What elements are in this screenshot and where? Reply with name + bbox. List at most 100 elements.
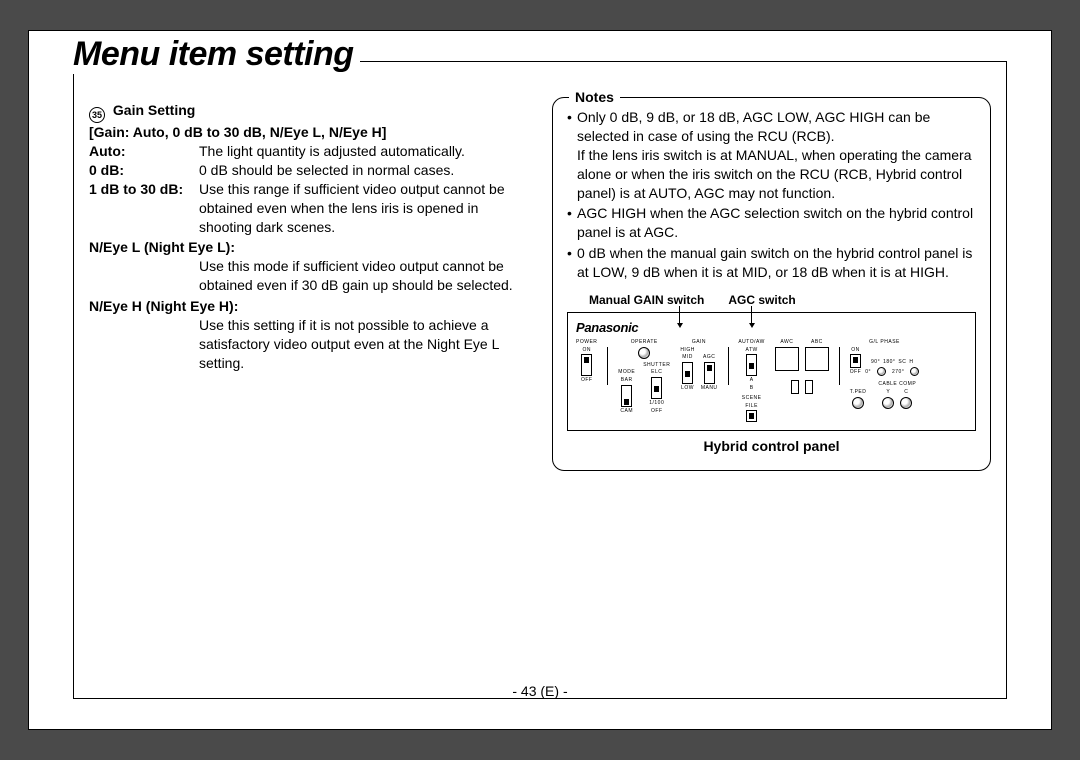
lbl-0: 0° <box>865 369 871 376</box>
y-knob <box>882 397 894 409</box>
neye-l-desc: Use this mode if sufficient video output… <box>89 257 528 295</box>
gain-heading-line: 35 Gain Setting <box>89 101 528 123</box>
awc-abc-group: AWC ABC <box>775 339 829 394</box>
lbl-high: HIGH <box>680 347 695 354</box>
lbl-on2: ON <box>851 347 860 354</box>
lbl-glphase: G/L PHASE <box>869 339 900 346</box>
slider-1 <box>791 380 799 394</box>
panel-caption: Hybrid control panel <box>567 437 976 456</box>
c-knob <box>900 397 912 409</box>
notes-legend: Notes <box>569 88 620 107</box>
lbl-a: A <box>750 377 754 384</box>
page-number: - 43 (E) - <box>29 683 1051 699</box>
note-3: • 0 dB when the manual gain switch on th… <box>567 244 976 282</box>
lbl-operate: OPERATE <box>631 339 658 346</box>
lbl-elc: ELC <box>651 369 662 376</box>
lbl-step: 1/100 <box>649 400 664 407</box>
power-switch <box>581 354 592 376</box>
gain-group: GAIN HIGH MID LOW AGC MANU <box>680 339 717 392</box>
note-1: • Only 0 dB, 9 dB, or 18 dB, AGC LOW, AG… <box>567 108 976 202</box>
awc-button <box>775 347 799 371</box>
content-area: 35 Gain Setting [Gain: Auto, 0 dB to 30 … <box>89 101 991 673</box>
note-3-text: 0 dB when the manual gain switch on the … <box>577 244 976 282</box>
note-2-text: AGC HIGH when the AGC selection switch o… <box>577 204 976 242</box>
separator <box>607 347 608 385</box>
lbl-awc: AWC <box>780 339 793 346</box>
label-auto: Auto: <box>89 142 199 161</box>
lbl-180: 180° <box>883 359 895 366</box>
brand-logo: Panasonic <box>576 319 967 337</box>
panel-controls: POWER ON OFF OPERATE <box>576 339 967 423</box>
autoaw-group: AUTO/AW ATW A B SCENE FILE <box>738 339 765 423</box>
manual-gain-label: Manual GAIN switch <box>589 292 704 308</box>
slider-2 <box>805 380 813 394</box>
abc-button <box>805 347 829 371</box>
neye-h-label: N/Eye H (Night Eye H): <box>89 297 528 316</box>
hybrid-panel-diagram: Panasonic POWER ON OFF <box>567 312 976 431</box>
lbl-power: POWER <box>576 339 597 346</box>
lbl-scene: SCENE <box>742 395 762 402</box>
lbl-off3: OFF <box>850 369 862 376</box>
desc-auto: The light quantity is adjusted automatic… <box>199 142 528 161</box>
lbl-h: H <box>909 359 913 366</box>
lbl-gain: GAIN <box>692 339 706 346</box>
scene-switch <box>746 410 757 422</box>
left-column: 35 Gain Setting [Gain: Auto, 0 dB to 30 … <box>89 101 528 673</box>
agc-switch <box>704 362 715 384</box>
page-title: Menu item setting <box>73 35 360 74</box>
lbl-cam: CAM <box>620 408 633 415</box>
gain-heading: Gain Setting <box>113 102 195 118</box>
mode-switch <box>621 385 632 407</box>
operate-knob <box>638 347 650 359</box>
lbl-270: 270° <box>892 369 904 376</box>
lbl-b: B <box>750 385 754 392</box>
note-bullet: • <box>567 108 577 202</box>
label-0db: 0 dB: <box>89 161 199 180</box>
item-number-bullet: 35 <box>89 107 105 123</box>
lbl-c: C <box>904 389 908 396</box>
gain-subhead: [Gain: Auto, 0 dB to 30 dB, N/Eye L, N/E… <box>89 123 528 142</box>
separator <box>728 347 729 385</box>
lbl-y: Y <box>886 389 890 396</box>
label-1to30: 1 dB to 30 dB: <box>89 180 199 237</box>
gl-knob <box>877 367 886 376</box>
lbl-atw: ATW <box>746 347 758 354</box>
lbl-on: ON <box>582 347 591 354</box>
desc-0db: 0 dB should be selected in normal cases. <box>199 161 528 180</box>
gl-phase-group: G/L PHASE ON OFF 90° 180° SC H <box>850 339 920 409</box>
lbl-tped: T.PED <box>850 389 867 396</box>
lbl-autoaw: AUTO/AW <box>738 339 765 346</box>
lbl-off2: OFF <box>651 408 663 415</box>
lbl-low: LOW <box>681 385 694 392</box>
agc-switch-label: AGC switch <box>728 292 795 308</box>
lbl-abc: ABC <box>811 339 823 346</box>
lbl-off: OFF <box>581 377 593 384</box>
gain-switch <box>682 362 693 384</box>
desc-1to30: Use this range if sufficient video outpu… <box>199 180 528 237</box>
neye-l-label: N/Eye L (Night Eye L): <box>89 238 528 257</box>
row-0db: 0 dB: 0 dB should be selected in normal … <box>89 161 528 180</box>
lbl-shutter: SHUTTER <box>643 362 670 369</box>
gl-knob2 <box>910 367 919 376</box>
lbl-agc: AGC <box>703 354 715 361</box>
gl-switch <box>850 354 861 368</box>
neye-h-desc: Use this setting if it is not possible t… <box>89 316 528 373</box>
lbl-file: FILE <box>745 403 758 410</box>
right-column: Notes • Only 0 dB, 9 dB, or 18 dB, AGC L… <box>552 101 991 673</box>
notes-box: Notes • Only 0 dB, 9 dB, or 18 dB, AGC L… <box>552 97 991 471</box>
separator <box>839 347 840 385</box>
lbl-bar: BAR <box>621 377 633 384</box>
lbl-cable: CABLE COMP <box>878 381 916 388</box>
tped-knob <box>852 397 864 409</box>
panel-pointer-labels: Manual GAIN switch AGC switch <box>567 292 976 308</box>
row-auto: Auto: The light quantity is adjusted aut… <box>89 142 528 161</box>
lbl-90: 90° <box>871 359 880 366</box>
note-bullet: • <box>567 204 577 242</box>
lbl-manu: MANU <box>701 385 718 392</box>
note-2: • AGC HIGH when the AGC selection switch… <box>567 204 976 242</box>
lbl-mid: MID <box>682 354 693 361</box>
note-bullet: • <box>567 244 577 282</box>
lbl-mode: MODE <box>618 369 635 376</box>
atw-switch <box>746 354 757 376</box>
shutter-switch <box>651 377 662 399</box>
